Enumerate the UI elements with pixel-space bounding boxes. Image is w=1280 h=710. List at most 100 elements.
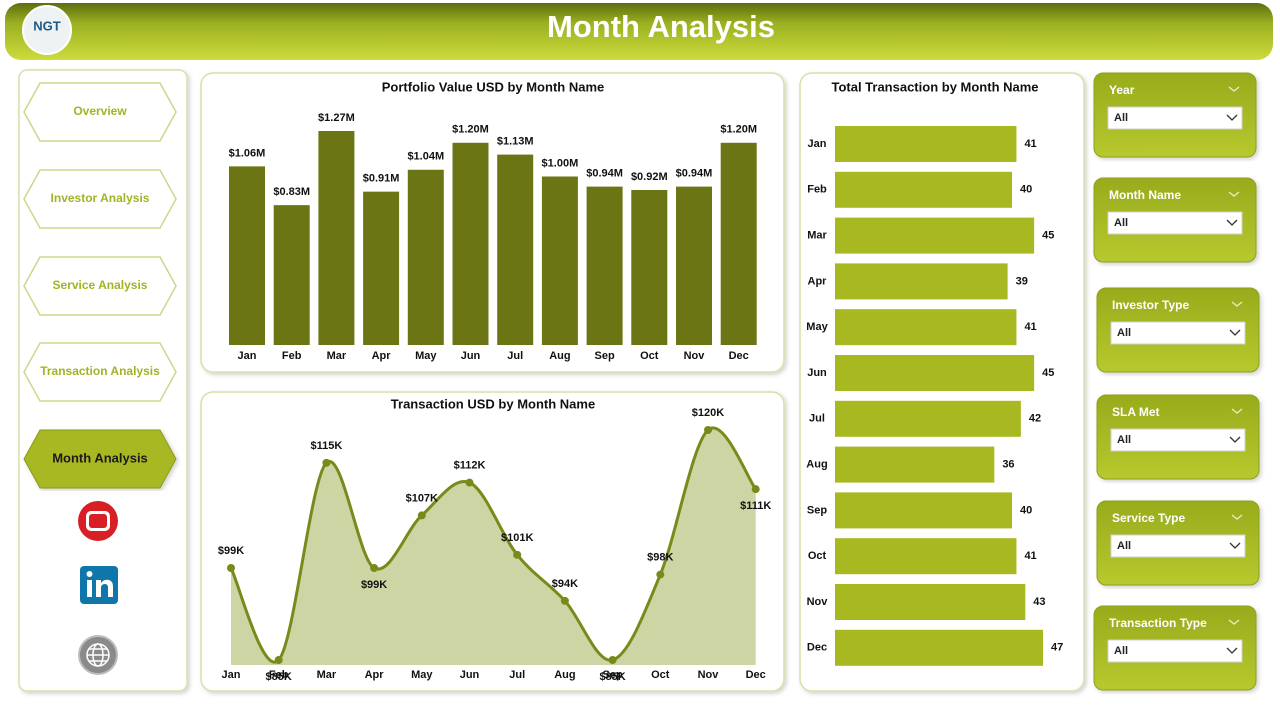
data-label: $1.04M xyxy=(407,151,444,163)
bar xyxy=(835,355,1035,391)
bar xyxy=(318,131,355,345)
filter-label: Investor Type xyxy=(1112,298,1189,312)
y-tick-label: Jun xyxy=(807,367,827,379)
youtube-icon[interactable] xyxy=(78,501,118,541)
point xyxy=(656,570,665,579)
filter-value[interactable]: All xyxy=(1117,434,1131,446)
x-tick-label: Mar xyxy=(327,350,347,362)
bar xyxy=(835,309,1017,346)
nav-button[interactable] xyxy=(23,82,177,142)
data-label: 42 xyxy=(1029,413,1041,425)
x-tick-label: Oct xyxy=(640,350,659,362)
header-bar xyxy=(5,3,1273,60)
y-tick-label: Oct xyxy=(808,550,827,562)
nav-label[interactable]: Overview xyxy=(73,104,127,118)
bar xyxy=(835,126,1017,162)
data-label: 45 xyxy=(1042,230,1054,242)
bar xyxy=(835,217,1035,254)
x-tick-label: Sep xyxy=(603,669,623,681)
y-tick-label: Feb xyxy=(807,184,827,196)
filter-label: SLA Met xyxy=(1112,405,1160,419)
nav-label[interactable]: Month Analysis xyxy=(52,450,148,465)
point xyxy=(417,511,426,520)
filter-chevron xyxy=(1231,408,1243,414)
x-tick-label: May xyxy=(411,669,433,681)
point xyxy=(560,596,569,605)
filter-value[interactable]: All xyxy=(1114,112,1128,124)
data-label: $99K xyxy=(361,579,387,591)
filter-chevron xyxy=(1228,619,1240,625)
bar xyxy=(835,400,1021,437)
x-tick-label: Jan xyxy=(238,350,257,362)
nav-button[interactable] xyxy=(23,342,177,402)
x-tick-label: Dec xyxy=(729,350,749,362)
filter-chevron xyxy=(1228,191,1240,197)
nav-label[interactable]: Investor Analysis xyxy=(51,191,150,205)
filter-value[interactable]: All xyxy=(1117,327,1131,339)
point xyxy=(608,656,617,664)
data-label: 45 xyxy=(1042,367,1054,379)
data-label: $0.91M xyxy=(363,173,400,185)
point xyxy=(322,458,331,467)
nav-button[interactable] xyxy=(23,256,177,316)
filter-label: Service Type xyxy=(1112,511,1185,525)
data-label: $112K xyxy=(454,459,486,471)
data-label: 40 xyxy=(1020,184,1032,196)
filter-value[interactable]: All xyxy=(1117,540,1131,552)
bar xyxy=(835,446,995,483)
x-tick-label: Aug xyxy=(549,350,570,362)
bar xyxy=(835,629,1043,666)
data-label: $1.27M xyxy=(318,112,355,124)
data-label: $0.92M xyxy=(631,171,668,183)
data-label: 41 xyxy=(1024,138,1036,150)
x-tick-label: Jun xyxy=(460,669,480,681)
filter-dropdown[interactable] xyxy=(1107,211,1243,235)
y-tick-label: Dec xyxy=(807,642,827,654)
y-tick-label: Mar xyxy=(807,230,827,242)
bar xyxy=(835,584,1026,620)
filter-dropdown[interactable] xyxy=(1107,639,1243,663)
data-label: $1.20M xyxy=(720,124,757,136)
data-label: 40 xyxy=(1020,504,1032,516)
filter-label: Year xyxy=(1109,83,1135,97)
area xyxy=(231,427,756,665)
x-tick-label: May xyxy=(415,350,437,362)
nav-label[interactable]: Transaction Analysis xyxy=(40,364,160,378)
point xyxy=(465,478,474,487)
data-label: $85K xyxy=(599,671,625,683)
filter-label: Transaction Type xyxy=(1109,616,1207,630)
y-tick-label: Jan xyxy=(808,138,827,150)
data-label: $98K xyxy=(647,551,673,563)
x-tick-label: Dec xyxy=(746,669,766,681)
filter-dropdown[interactable] xyxy=(1110,534,1246,558)
filter-value[interactable]: All xyxy=(1114,217,1128,229)
x-tick-label: Oct xyxy=(651,669,670,681)
filter-chevron xyxy=(1229,542,1241,549)
data-label: $111K xyxy=(740,500,771,512)
data-label: 39 xyxy=(1016,275,1028,287)
website-icon[interactable] xyxy=(78,635,118,675)
bar xyxy=(631,189,668,345)
logo-text: NGT xyxy=(33,18,61,33)
data-label: 41 xyxy=(1024,321,1036,333)
nav-button[interactable] xyxy=(23,429,177,489)
linkedin-icon[interactable] xyxy=(80,566,118,604)
filter-dropdown[interactable] xyxy=(1110,321,1246,345)
point xyxy=(370,564,379,572)
chart-title: Total Transaction by Month Name xyxy=(831,79,1038,94)
nav-button[interactable] xyxy=(23,169,177,229)
bar xyxy=(835,492,1013,529)
data-label: 47 xyxy=(1051,642,1063,654)
filter-chevron xyxy=(1231,514,1243,520)
y-tick-label: Sep xyxy=(807,504,827,516)
data-label: $1.13M xyxy=(497,135,534,147)
filter-dropdown[interactable] xyxy=(1107,106,1243,130)
bar xyxy=(835,263,1008,300)
filter-chevron xyxy=(1226,647,1238,654)
nav-label[interactable]: Service Analysis xyxy=(53,278,148,292)
bar xyxy=(586,186,623,345)
chart-title: Portfolio Value USD by Month Name xyxy=(382,79,604,94)
filter-value[interactable]: All xyxy=(1114,645,1128,657)
filter-dropdown[interactable] xyxy=(1110,428,1246,452)
